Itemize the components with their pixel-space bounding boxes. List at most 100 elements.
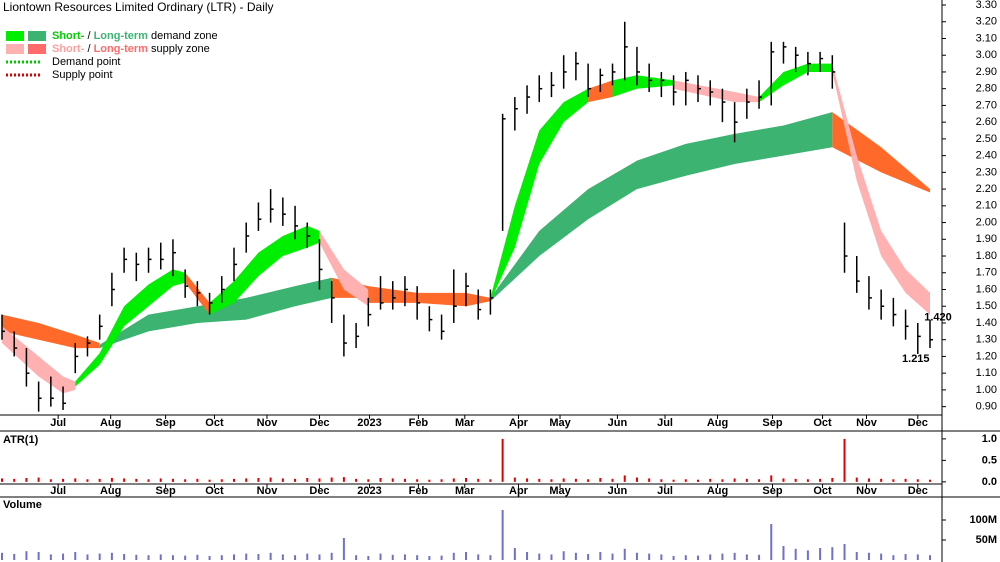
- x-tick-label: Aug: [707, 485, 728, 497]
- legend-swatch: [28, 44, 46, 54]
- legend-text: Supply point: [52, 69, 113, 81]
- y-tick-label: 2.30: [976, 166, 997, 178]
- x-tick-label: Apr: [509, 485, 529, 497]
- price-bars: [1, 21, 933, 412]
- zone-band: [673, 80, 760, 103]
- x-tick-label: Feb: [409, 485, 429, 497]
- legend-swatch: [6, 44, 24, 54]
- x-tick-label: Nov: [257, 417, 279, 429]
- x-tick-label: Dec: [908, 417, 928, 429]
- y-tick-label: 3.10: [976, 32, 997, 44]
- y-tick-label: 2.50: [976, 133, 997, 145]
- y-tick-label: 1.10: [976, 367, 997, 379]
- y-tick-label: 2.10: [976, 200, 997, 212]
- x-tick-label: Nov: [856, 417, 878, 429]
- zone-band: [612, 75, 674, 98]
- y-tick-label: 1.70: [976, 267, 997, 279]
- x-tick-label: Jun: [608, 417, 628, 429]
- x-tick-label: Mar: [455, 485, 475, 497]
- y-tick-label: 2.90: [976, 66, 997, 78]
- y-tick-label: 2.70: [976, 99, 997, 111]
- y-tick-label: 2.60: [976, 116, 997, 128]
- legend-part: Long-term: [94, 43, 149, 55]
- chart-title: Liontown Resources Limited Ordinary (LTR…: [3, 0, 274, 14]
- y-tick-label: 2.80: [976, 83, 997, 95]
- zone-band: [368, 289, 491, 307]
- x-tick-label: Jul: [50, 485, 66, 497]
- legend-text: Short- / Long-term demand zone: [52, 30, 218, 42]
- x-tick-label: Jul: [657, 417, 673, 429]
- legend-part: Long-term: [94, 30, 149, 42]
- legend-part: Short-: [52, 43, 85, 55]
- legend-text: Demand point: [52, 56, 121, 68]
- y-tick-label: 3.30: [976, 0, 997, 11]
- zone-band: [832, 63, 930, 315]
- x-tick-label: Nov: [856, 485, 878, 497]
- panel-label: Volume: [3, 499, 42, 511]
- x-tick-label: Jul: [657, 485, 673, 497]
- zone-band: [490, 112, 833, 302]
- y-tick-label: 1.60: [976, 283, 997, 295]
- annotation: 1.215: [902, 353, 930, 365]
- y-tick-label: 3.20: [976, 16, 997, 28]
- x-tick-label: Jul: [50, 417, 66, 429]
- y-tick-label: 1.50: [976, 300, 997, 312]
- legend-part: demand zone: [148, 30, 218, 42]
- x-tick-label: Sep: [762, 485, 782, 497]
- x-tick-label: Oct: [205, 485, 224, 497]
- y-tick-label: 2.40: [976, 150, 997, 162]
- zone-band: [490, 88, 589, 302]
- x-tick-label: Dec: [309, 417, 329, 429]
- x-tick-label: Sep: [156, 485, 176, 497]
- legend-text: Short- / Long-term supply zone: [52, 43, 210, 55]
- y-tick-label: 2.00: [976, 216, 997, 228]
- x-tick-label: Dec: [908, 485, 928, 497]
- y-tick-label: 0.5: [982, 454, 997, 466]
- x-tick-label: Aug: [100, 485, 121, 497]
- y-tick-label: 3.00: [976, 49, 997, 61]
- x-tick-label: May: [549, 417, 571, 429]
- zone-band: [319, 230, 369, 307]
- y-tick-label: 0.90: [976, 401, 997, 413]
- x-tick-label: Oct: [205, 417, 224, 429]
- legend-part: /: [84, 30, 93, 42]
- y-tick-label: 1.90: [976, 233, 997, 245]
- zone-band: [99, 277, 332, 349]
- x-tick-label: Nov: [257, 485, 279, 497]
- x-tick-label: Oct: [813, 485, 832, 497]
- x-tick-label: Aug: [707, 417, 728, 429]
- legend-swatch: [6, 31, 24, 41]
- y-tick-label: 100M: [969, 514, 997, 526]
- legend-part: /: [84, 43, 93, 55]
- x-tick-label: Oct: [813, 417, 832, 429]
- x-tick-label: Feb: [409, 417, 429, 429]
- panel-label: ATR(1): [3, 434, 39, 446]
- y-tick-label: 0.0: [982, 476, 997, 488]
- zone-band: [2, 326, 76, 394]
- y-tick-label: 50M: [976, 534, 997, 546]
- x-tick-label: Mar: [455, 417, 475, 429]
- x-tick-label: May: [549, 485, 571, 497]
- x-tick-label: Apr: [509, 417, 529, 429]
- legend-swatch: [28, 31, 46, 41]
- legend-part: Demand point: [52, 56, 121, 68]
- y-tick-label: 1.80: [976, 250, 997, 262]
- y-tick-label: 2.20: [976, 183, 997, 195]
- zone-band: [832, 112, 930, 193]
- y-tick-label: 1.0: [982, 433, 997, 445]
- x-tick-label: 2023: [357, 485, 381, 497]
- legend-part: supply zone: [148, 43, 210, 55]
- y-tick-label: 1.40: [976, 317, 997, 329]
- zone-band: [2, 314, 100, 349]
- y-tick-label: 1.00: [976, 384, 997, 396]
- x-tick-label: 2023: [357, 417, 381, 429]
- x-tick-label: Aug: [100, 417, 121, 429]
- x-tick-label: Sep: [156, 417, 176, 429]
- legend-part: Short-: [52, 30, 85, 42]
- zone-band: [209, 225, 320, 315]
- x-tick-label: Jun: [608, 485, 628, 497]
